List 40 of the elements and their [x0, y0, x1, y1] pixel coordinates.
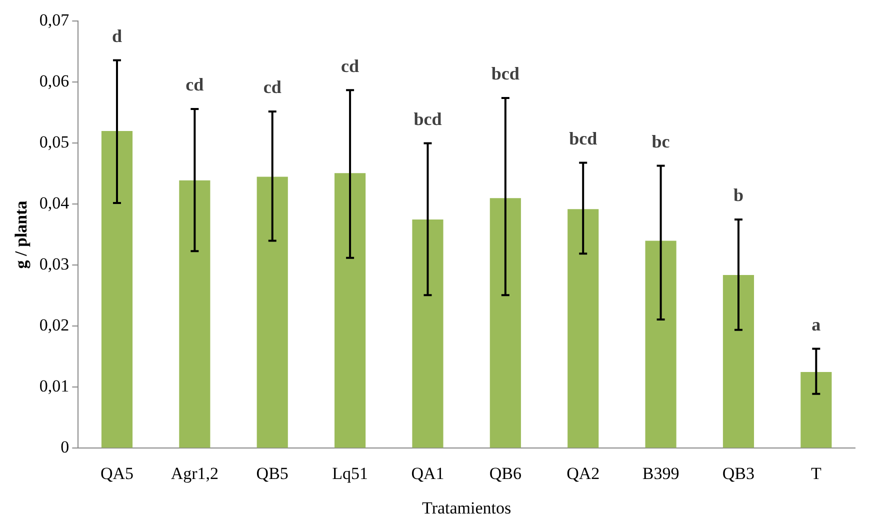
- annotation: bcd: [414, 108, 442, 129]
- y-tick-label: 0,04: [39, 194, 70, 213]
- bar: [334, 173, 366, 448]
- x-axis-title: Tratamientos: [422, 498, 512, 518]
- x-tick-label: T: [810, 464, 822, 483]
- annotation: a: [812, 314, 821, 334]
- y-tick-label: 0,02: [39, 316, 70, 335]
- y-tick-label: 0: [60, 438, 70, 457]
- y-tick-label: 0,06: [39, 72, 70, 91]
- bar: [568, 209, 599, 448]
- bar: [179, 180, 210, 448]
- bar: [800, 372, 832, 448]
- annotation: bcd: [569, 128, 598, 148]
- bar: [490, 198, 521, 448]
- y-tick-label: 0,05: [39, 132, 70, 152]
- x-tick-label: QA2: [566, 464, 600, 483]
- bar: [256, 176, 288, 448]
- bar: [412, 219, 444, 448]
- bar: [101, 131, 133, 448]
- annotation: b: [733, 185, 744, 206]
- annotation: cd: [341, 56, 360, 76]
- x-tick-label: Lq51: [332, 464, 368, 483]
- y-tick-label: 0,03: [39, 254, 70, 274]
- annotation: bc: [652, 131, 670, 152]
- annotation: d: [112, 26, 122, 46]
- y-axis-title: g / planta: [12, 200, 31, 269]
- x-tick-label: QB5: [256, 464, 288, 483]
- x-tick-label: Agr1,2: [170, 464, 219, 483]
- bar: [722, 274, 754, 448]
- x-tick-label: QB3: [722, 464, 755, 483]
- bar: [645, 240, 676, 448]
- x-tick-label: QB6: [489, 464, 522, 483]
- x-tick-label: B399: [642, 464, 680, 483]
- annotation: bcd: [491, 64, 520, 84]
- y-tick-label: 0,01: [39, 376, 70, 396]
- x-tick-label: QA5: [100, 464, 134, 483]
- x-tick-label: QA1: [411, 464, 444, 483]
- annotation: cd: [263, 77, 282, 98]
- y-tick-label: 0,07: [39, 10, 70, 30]
- annotation: cd: [186, 74, 204, 95]
